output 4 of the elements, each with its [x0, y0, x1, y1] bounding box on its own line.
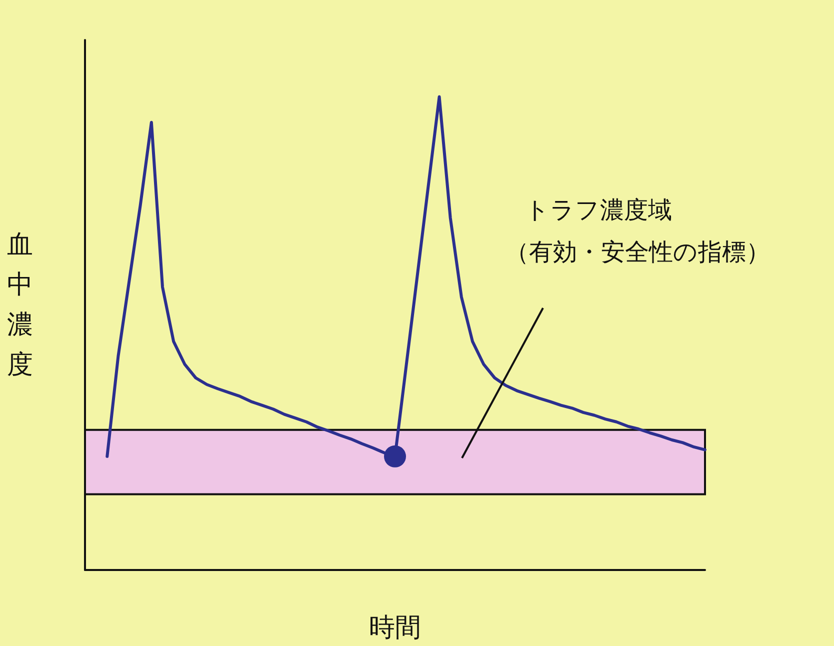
band-label: トラフ濃度域	[525, 196, 672, 224]
y-axis-title: 血中濃度	[7, 230, 33, 380]
x-axis-title: 時間	[369, 613, 421, 643]
annotation: （有効・安全性の指標）	[505, 238, 770, 266]
